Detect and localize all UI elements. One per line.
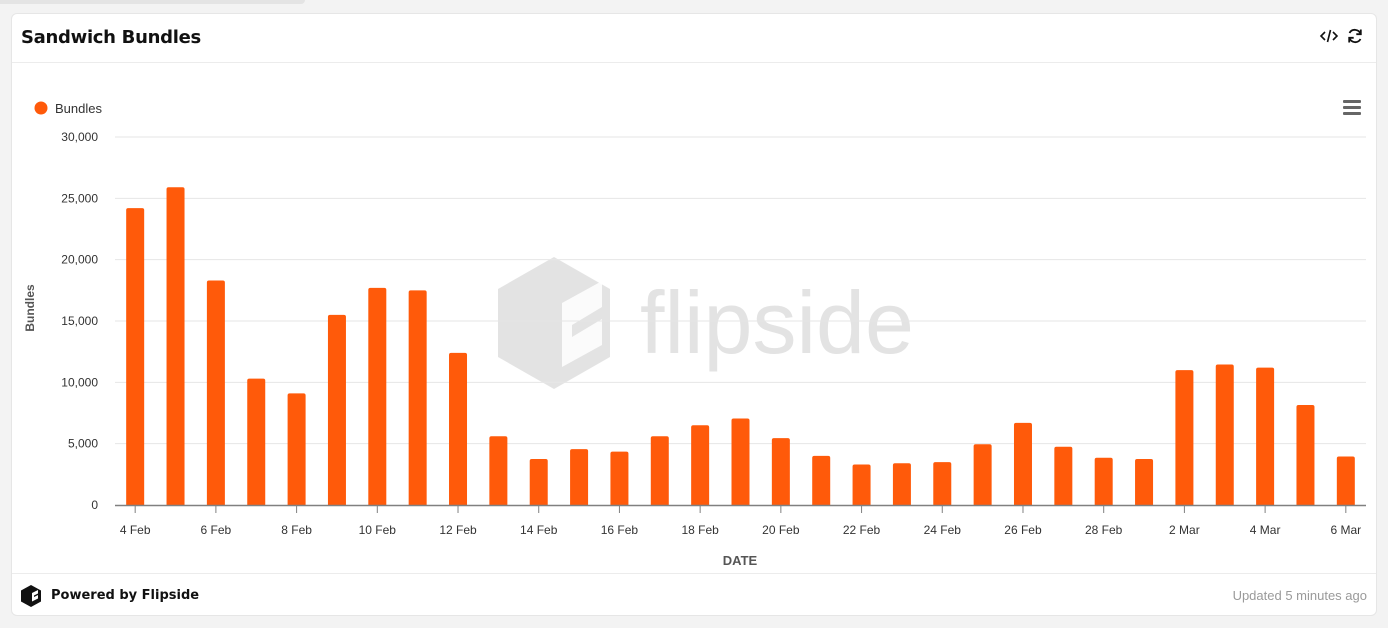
y-axis-title: Bundles <box>23 284 37 332</box>
hamburger-menu-icon[interactable] <box>1343 100 1361 115</box>
bar[interactable] <box>691 425 710 505</box>
bar-chart: flipside Bundles 0 5,000 10,000 15,000 20,00… <box>23 100 1366 568</box>
bar[interactable] <box>1013 422 1032 505</box>
x-tick-label: 14 Feb <box>520 523 558 537</box>
bar[interactable] <box>247 378 266 505</box>
gridlines <box>115 136 1366 445</box>
x-tick-label: 4 Mar <box>1250 523 1281 537</box>
bar[interactable] <box>206 280 225 505</box>
bar[interactable] <box>650 436 669 505</box>
x-axis-title: DATE <box>723 553 758 568</box>
bar[interactable] <box>892 463 911 505</box>
x-tick-label: 6 Feb <box>201 523 232 537</box>
x-tick-label: 12 Feb <box>439 523 477 537</box>
card-footer: Powered by Flipside Updated 5 minutes ag… <box>12 573 1376 615</box>
x-tick-label: 2 Mar <box>1169 523 1200 537</box>
x-tick-label: 16 Feb <box>601 523 639 537</box>
updated-timestamp: Updated 5 minutes ago <box>1232 588 1367 603</box>
bar[interactable] <box>933 462 952 505</box>
bar[interactable] <box>1094 457 1113 505</box>
bar[interactable] <box>1135 459 1154 505</box>
y-tick-label: 10,000 <box>61 375 98 389</box>
card-header: Sandwich Bundles <box>12 14 1376 63</box>
watermark: flipside <box>498 257 914 389</box>
x-tick-label: 22 Feb <box>843 523 881 537</box>
refresh-icon[interactable] <box>1345 26 1365 46</box>
y-tick-label: 25,000 <box>61 191 98 205</box>
legend[interactable]: Bundles <box>34 101 103 116</box>
bar[interactable] <box>408 290 427 505</box>
flipside-logo-icon <box>21 585 41 607</box>
x-axis: 4 Feb 6 Feb 8 Feb 10 Feb 12 Feb 14 Feb 16 Feb 1… <box>115 504 1366 537</box>
y-tick-label: 15,000 <box>61 314 98 328</box>
x-tick-label: 20 Feb <box>762 523 800 537</box>
watermark-text: flipside <box>640 273 914 372</box>
legend-marker <box>34 101 48 115</box>
y-tick-label: 0 <box>91 498 98 512</box>
x-tick-label: 4 Feb <box>120 523 151 537</box>
bar[interactable] <box>126 208 145 505</box>
bars <box>126 187 1355 505</box>
bar[interactable] <box>731 418 750 505</box>
x-tick-label: 6 Mar <box>1330 523 1361 537</box>
y-tick-label: 30,000 <box>61 130 98 144</box>
bar[interactable] <box>852 464 871 505</box>
watermark-logo-icon <box>498 257 610 389</box>
x-tick-label: 18 Feb <box>681 523 719 537</box>
chart-area: flipside Bundles 0 5,000 10,000 15,000 20,00… <box>12 63 1376 573</box>
card-title: Sandwich Bundles <box>21 27 201 48</box>
x-tick-label: 8 Feb <box>281 523 312 537</box>
y-tick-label: 20,000 <box>61 253 98 267</box>
bar[interactable] <box>1215 364 1234 505</box>
x-tick-label: 28 Feb <box>1085 523 1123 537</box>
top-strip <box>0 0 305 4</box>
bar[interactable] <box>1336 456 1355 505</box>
chart-card: Sandwich Bundles flipside <box>11 13 1377 616</box>
x-tick-label: 26 Feb <box>1004 523 1042 537</box>
bar[interactable] <box>1175 370 1194 505</box>
powered-by-link[interactable]: Powered by Flipside <box>51 588 200 603</box>
bar[interactable] <box>327 314 346 505</box>
bar[interactable] <box>771 438 790 505</box>
bar[interactable] <box>166 187 185 505</box>
x-tick-label: 10 Feb <box>359 523 397 537</box>
bar[interactable] <box>1054 446 1073 505</box>
bar[interactable] <box>287 393 306 505</box>
bar[interactable] <box>449 352 468 505</box>
bar[interactable] <box>812 455 831 505</box>
legend-label: Bundles <box>55 101 102 116</box>
bar[interactable] <box>489 436 508 505</box>
x-tick-label: 24 Feb <box>924 523 962 537</box>
bar[interactable] <box>529 459 548 505</box>
code-icon[interactable] <box>1319 26 1339 46</box>
y-axis-ticks: 0 5,000 10,000 15,000 20,000 25,000 30,000 <box>61 130 98 512</box>
bar[interactable] <box>1296 405 1315 505</box>
bar[interactable] <box>1256 367 1275 505</box>
bar[interactable] <box>610 451 629 505</box>
y-tick-label: 5,000 <box>68 437 98 451</box>
bar[interactable] <box>368 287 387 505</box>
bar[interactable] <box>973 444 992 505</box>
bar[interactable] <box>570 449 589 505</box>
